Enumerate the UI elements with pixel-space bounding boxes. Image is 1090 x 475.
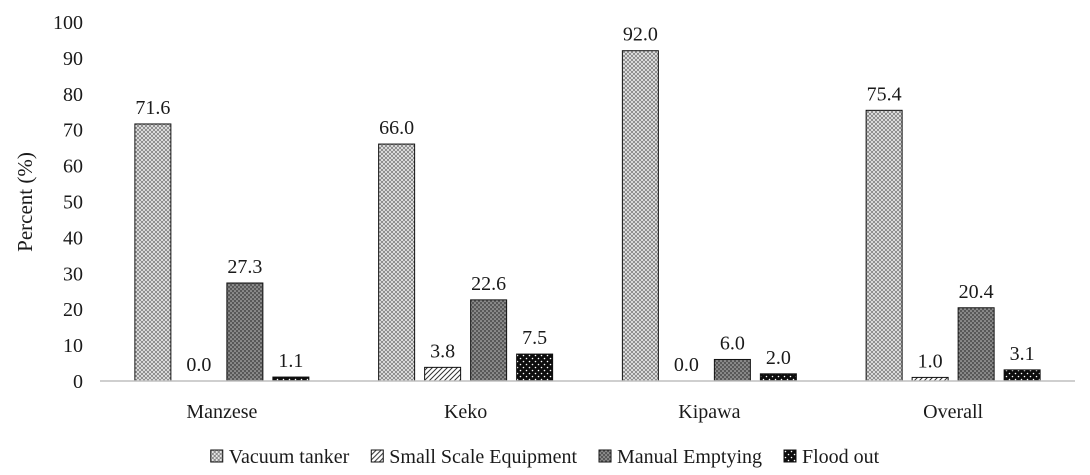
bar [1003,369,1041,382]
data-label: 0.0 [186,354,211,376]
legend-swatch [210,449,224,463]
bar [759,373,797,382]
legend-item: Small Scale Equipment [370,446,577,468]
y-tick-label: 20 [63,299,83,321]
y-tick-label: 100 [53,12,83,34]
legend-label: Flood out [802,446,880,468]
data-label: 7.5 [522,327,547,349]
y-tick-label: 50 [63,192,83,214]
y-tick-label: 40 [63,227,83,249]
y-tick-label: 60 [63,156,83,178]
plot-area: 71.6 0.0 27.3 1.1 66.0 3.8 22.6 7.5 92.0 0.0 6.0 2.… [134,24,1041,382]
bar [226,282,264,382]
legend-label: Vacuum tanker [229,446,350,468]
y-tick-label: 90 [63,48,83,70]
y-axis-label: Percent (%) [13,152,37,252]
y-tick-label: 30 [63,263,83,285]
y-tick-label: 80 [63,84,83,106]
data-label: 71.6 [135,97,170,119]
y-tick-label: 0 [73,371,83,393]
legend-item: Flood out [783,446,880,468]
data-label: 66.0 [379,117,414,139]
bar [516,353,554,382]
data-label: 1.0 [918,350,943,372]
y-tick-label: 10 [63,335,83,357]
data-label: 20.4 [959,281,994,303]
data-label: 3.8 [430,340,455,362]
bar [957,307,995,382]
legend-swatch [598,449,612,463]
legend-swatch [783,449,797,463]
data-label: 1.1 [278,350,303,372]
bar [621,50,659,382]
legend-item: Manual Emptying [598,446,762,468]
x-tick-label: Keko [444,401,487,423]
legend-label: Small Scale Equipment [389,446,577,468]
data-label: 92.0 [623,24,658,46]
legend: Vacuum tanker Small Scale Equipment Manual… [210,446,880,468]
data-label: 2.0 [766,347,791,369]
legend-item: Vacuum tanker [210,446,350,468]
y-tick-label: 70 [63,120,83,142]
bar [134,123,172,382]
data-label: 3.1 [1010,343,1035,365]
x-axis-ticks: Manzese Keko Kipawa Overall [186,401,983,423]
data-label: 6.0 [720,332,745,354]
y-axis-ticks: 0 10 20 30 40 50 60 70 80 90 100 [53,12,83,393]
legend-swatch [370,449,384,463]
bar [865,109,903,382]
bar [424,366,462,382]
data-label: 22.6 [471,273,506,295]
bar [713,358,751,382]
bar [378,143,416,382]
legend-label: Manual Emptying [617,446,762,468]
bar [470,299,508,382]
data-label: 75.4 [867,83,902,105]
data-label: 0.0 [674,354,699,376]
x-tick-label: Manzese [186,401,257,423]
x-tick-label: Kipawa [678,401,740,423]
data-label: 27.3 [227,256,262,278]
x-tick-label: Overall [923,401,983,423]
